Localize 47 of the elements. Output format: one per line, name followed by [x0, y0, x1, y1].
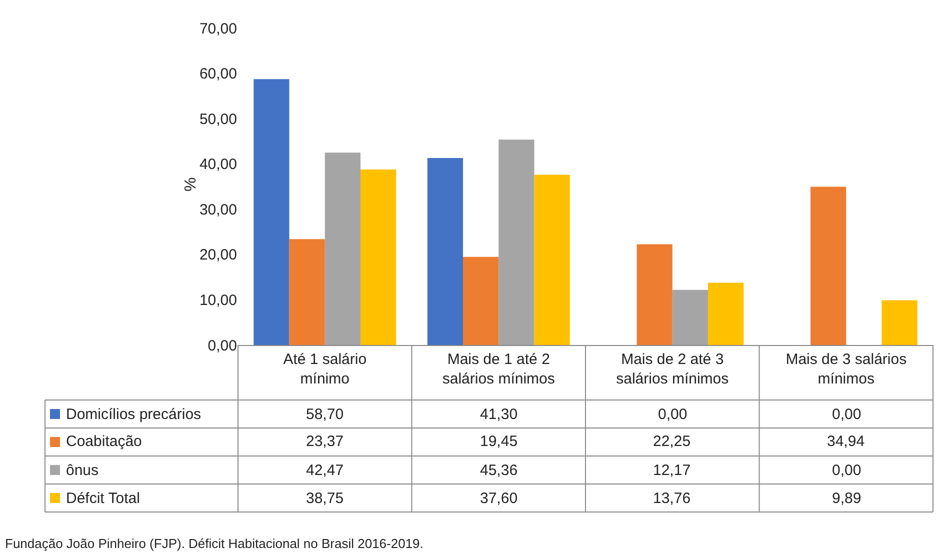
x-tick-label: Mais de 2 até 3 salários mínimos: [616, 351, 729, 388]
legend-label: Coabitação: [66, 433, 142, 450]
data-label: 19,45: [480, 433, 518, 450]
y-tick-label: 50,00: [199, 110, 237, 128]
data-label: 34,94: [827, 433, 865, 450]
data-label: 12,17: [653, 462, 691, 479]
legend-label: ônus: [66, 462, 99, 479]
y-tick-label: 60,00: [199, 66, 237, 83]
legend-label: Défcit Total: [66, 490, 140, 507]
y-tick-label: 20,00: [199, 246, 237, 264]
data-label: 38,75: [306, 490, 344, 507]
x-tick-label: Até 1 salário mínimo: [283, 351, 367, 388]
legend-label: Domicílios precários: [66, 406, 202, 423]
data-label: 0,00: [658, 406, 688, 423]
data-label: 58,70: [306, 406, 344, 423]
data-label: 41,30: [480, 406, 518, 423]
bar: [534, 174, 570, 345]
data-label: 42,47: [306, 462, 344, 479]
bar: [498, 140, 534, 345]
bar: [324, 152, 360, 345]
y-tick-label: 40,00: [199, 156, 237, 174]
data-label: 37,60: [480, 490, 518, 507]
text: Fundação João Pinheiro (FJP). Déficit Habitacional no Brasil 2016-2019.: [5, 536, 424, 551]
y-tick-label: 70,00: [199, 20, 237, 38]
bar: [360, 170, 396, 345]
bar: [672, 290, 708, 345]
data-label: 0,00: [832, 462, 862, 479]
data-label: 9,89: [832, 490, 862, 507]
x-tick-label: Mais de 1 até 2 salários mínimos: [442, 351, 555, 388]
data-label: 0,00: [832, 406, 862, 423]
bar: [254, 79, 290, 345]
bar: [708, 282, 744, 345]
y-tick-label: 0,00: [208, 337, 237, 354]
x-tick-label: Mais de 3 salários mínimos: [786, 351, 907, 388]
bar: [636, 244, 672, 345]
data-label: 22,25: [653, 433, 691, 450]
y-tick-label: 30,00: [199, 201, 237, 218]
bar: [427, 158, 464, 345]
bar: [289, 239, 325, 345]
bar: [882, 300, 918, 345]
data-label: 13,76: [653, 490, 691, 507]
data-label: 23,37: [306, 433, 344, 450]
bar: [463, 256, 499, 345]
data-label: 45,36: [480, 462, 518, 479]
y-axis-title: %: [182, 177, 200, 192]
y-tick-label: 10,00: [199, 292, 237, 309]
bar: [810, 186, 846, 345]
